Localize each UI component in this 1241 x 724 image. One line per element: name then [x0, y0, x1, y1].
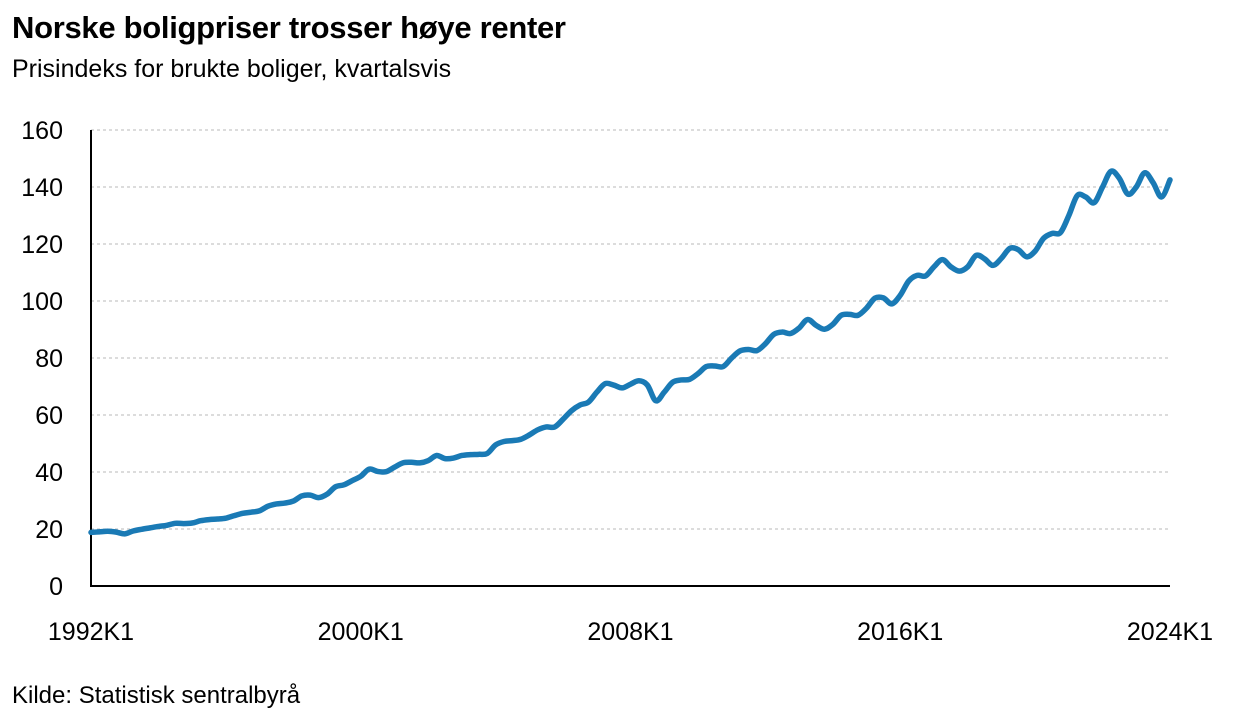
- x-tick-label: 2016K1: [857, 618, 943, 646]
- x-tick-label: 1992K1: [48, 618, 134, 646]
- y-tick-label: 40: [35, 459, 63, 487]
- axes: [90, 130, 1170, 587]
- y-tick-label: 0: [49, 573, 63, 601]
- source-note: Kilde: Statistisk sentralbyrå: [12, 682, 301, 709]
- x-tick-label: 2000K1: [318, 618, 404, 646]
- y-tick-labels: 0 20 40 60 80 100 120 140 160: [21, 117, 63, 601]
- y-tick-label: 120: [21, 231, 63, 259]
- line-chart: 0 20 40 60 80 100 120 140 160 1992K1 2000K1 2008K1…: [21, 117, 1213, 646]
- y-tick-label: 100: [21, 288, 63, 316]
- gridlines: [91, 129, 1170, 530]
- x-tick-label: 2008K1: [587, 618, 673, 646]
- y-tick-label: 20: [35, 516, 63, 544]
- series-line-prisindeks: [88, 168, 1173, 537]
- y-tick-label: 160: [21, 117, 63, 145]
- y-tick-label: 140: [21, 174, 63, 202]
- chart-title: Norske boligpriser trosser høye renter: [12, 10, 566, 45]
- x-tick-label: 2024K1: [1127, 618, 1213, 646]
- series-layer: [88, 168, 1173, 537]
- x-tick-labels: 1992K1 2000K1 2008K1 2016K1 2024K1: [48, 618, 1213, 646]
- chart-subtitle: Prisindeks for brukte boliger, kvartalsv…: [12, 55, 452, 83]
- y-tick-label: 80: [35, 345, 63, 373]
- y-tick-label: 60: [35, 402, 63, 430]
